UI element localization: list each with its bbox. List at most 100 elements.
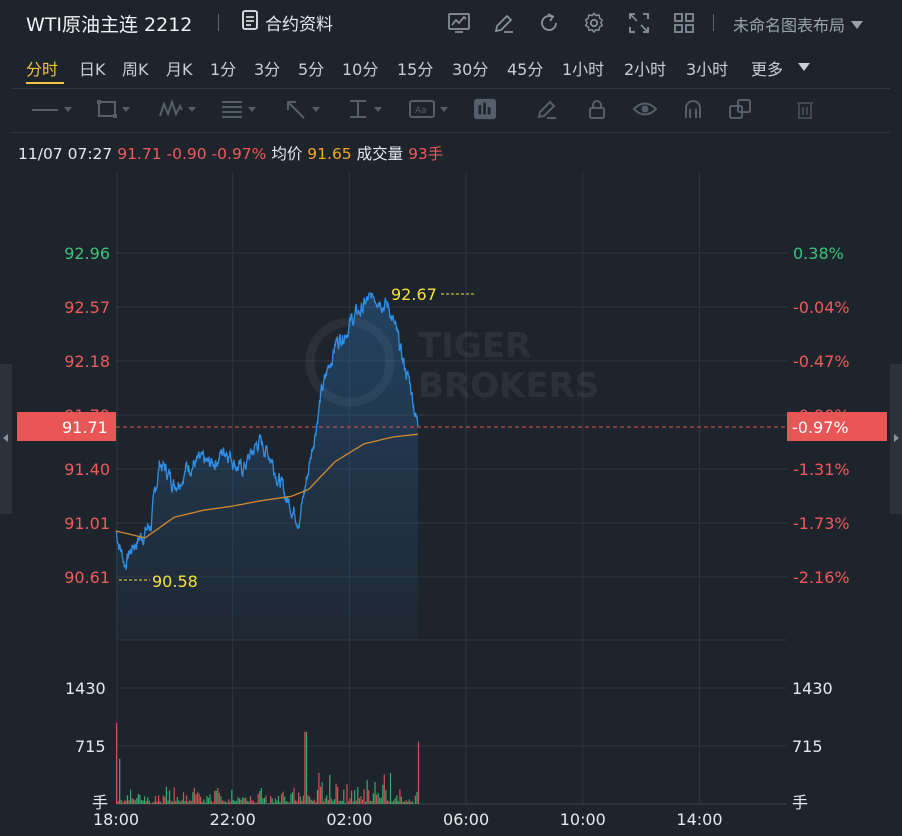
volume-bar — [231, 789, 233, 804]
delete-tool[interactable] — [794, 96, 816, 122]
tab-1min[interactable]: 1分 — [210, 60, 237, 79]
tab-3hour[interactable]: 3小时 — [686, 60, 729, 79]
refresh-icon[interactable] — [537, 11, 561, 35]
copy-tool[interactable] — [728, 96, 752, 122]
volume-bar — [215, 790, 217, 804]
tab-30min[interactable]: 30分 — [452, 60, 489, 79]
text-icon — [350, 100, 366, 118]
text-tool[interactable] — [346, 96, 382, 122]
fullscreen-icon[interactable] — [627, 11, 651, 35]
time-tick-label: 02:00 — [326, 810, 372, 829]
volume-bar — [338, 800, 340, 804]
volume-bar — [365, 801, 367, 804]
volume-bar — [394, 798, 396, 804]
tab-10min[interactable]: 10分 — [342, 60, 379, 79]
volume-bar — [277, 796, 280, 804]
tab-weekly[interactable]: 周K — [122, 60, 149, 79]
volume-bar — [281, 794, 283, 804]
lock-icon — [589, 100, 605, 119]
contract-info-button[interactable]: 合约资料 — [241, 10, 333, 35]
volume-bar — [388, 801, 390, 804]
tab-daily[interactable]: 日K — [79, 60, 106, 79]
volume-bar — [198, 793, 200, 804]
fibonacci-tool[interactable] — [220, 96, 256, 122]
volume-bar — [249, 795, 252, 804]
instrument-title[interactable]: WTI原油主连 2212 — [26, 14, 193, 36]
volume-bar — [144, 796, 146, 804]
volume-bar — [386, 800, 388, 804]
rectangle-tool[interactable] — [96, 96, 130, 122]
wave-tool[interactable] — [158, 96, 196, 122]
volume-bar — [263, 797, 266, 804]
gear-icon[interactable] — [582, 11, 606, 35]
pct-tick-label: -1.73% — [793, 514, 850, 533]
volume-bar — [242, 797, 244, 804]
volume-bar — [290, 793, 292, 804]
edit-icon[interactable] — [492, 11, 516, 35]
volume-bar — [298, 792, 300, 804]
volume-bar — [351, 790, 353, 804]
volume-bar — [397, 801, 399, 804]
volume-bar — [316, 789, 318, 804]
volume-axis-right-mid: 715 — [792, 737, 823, 756]
pen-tool[interactable] — [536, 96, 558, 122]
tab-3min[interactable]: 3分 — [254, 60, 281, 79]
line-style-tool[interactable] — [30, 96, 72, 122]
volume-bar — [170, 800, 172, 804]
volume-bar — [382, 784, 384, 804]
avg-label: 均价 — [271, 145, 303, 163]
volume-bar — [368, 790, 370, 804]
chevron-down-icon — [851, 21, 864, 29]
current-price-label: 91.71 — [62, 418, 108, 437]
volume-bar — [403, 801, 406, 804]
volume-bar — [344, 802, 346, 804]
tab-monthly[interactable]: 月K — [166, 60, 193, 79]
volume-bar — [307, 795, 309, 804]
volume-bar — [319, 786, 322, 804]
tab-fenshi[interactable]: 分时 — [26, 60, 59, 79]
volume-bar — [257, 793, 259, 804]
tab-1hour[interactable]: 1小时 — [562, 60, 605, 79]
volume-bar — [296, 801, 298, 804]
arrow-tool[interactable] — [284, 96, 320, 122]
chart-type-icon[interactable] — [447, 11, 471, 35]
chevron-down-icon[interactable] — [798, 63, 810, 71]
volume-bar — [329, 774, 331, 804]
tab-more[interactable]: 更多 — [751, 60, 784, 79]
volume-bar — [131, 798, 133, 804]
wave-icon — [159, 98, 183, 117]
layout-dropdown[interactable]: 未命名图表布局 — [733, 12, 864, 36]
tab-45min[interactable]: 45分 — [507, 60, 544, 79]
price-tick-label: 92.96 — [64, 244, 110, 263]
tab-2hour[interactable]: 2小时 — [624, 60, 667, 79]
volume-bar — [187, 801, 189, 804]
volume-bar — [411, 801, 413, 804]
volume-bar — [379, 797, 381, 804]
volume-bar — [229, 801, 231, 804]
volume-bar — [159, 801, 161, 804]
price-tick-label: 90.61 — [64, 568, 110, 587]
magnet-tool[interactable] — [682, 96, 704, 122]
volume-bar — [396, 795, 398, 804]
intraday-chart[interactable]: TIGER BROKERS 92.67 90.58 92.96 92.57 92.1… — [0, 160, 902, 836]
volume-bar — [218, 792, 220, 804]
indicator-tool[interactable] — [472, 96, 498, 122]
lock-tool[interactable] — [586, 96, 608, 122]
volume-bar — [302, 795, 304, 804]
label-tool[interactable]: Aa — [408, 96, 448, 122]
volume-bar — [226, 802, 228, 804]
volume-bar — [276, 800, 278, 804]
tab-15min[interactable]: 15分 — [397, 60, 434, 79]
tab-5min[interactable]: 5分 — [298, 60, 325, 79]
volume-value: 93手 — [408, 145, 444, 163]
volume-bar — [134, 800, 136, 804]
volume-bar — [332, 801, 334, 804]
volume-unit-left: 手 — [92, 793, 108, 812]
grid-layout-icon[interactable] — [672, 11, 696, 35]
visibility-tool[interactable] — [632, 96, 658, 122]
volume-bar — [212, 802, 214, 804]
volume-bar — [369, 800, 371, 804]
volume-bar — [223, 801, 225, 804]
volume-bar — [245, 797, 247, 804]
volume-bar — [333, 799, 336, 804]
